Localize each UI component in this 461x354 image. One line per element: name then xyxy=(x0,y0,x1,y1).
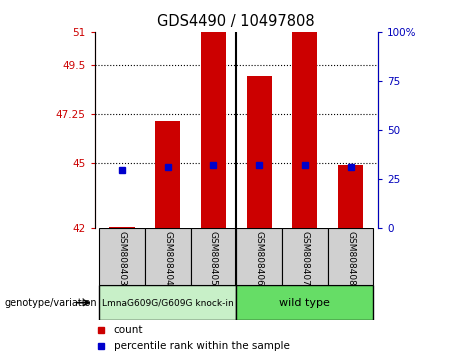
Text: wild type: wild type xyxy=(279,298,330,308)
Title: GDS4490 / 10497808: GDS4490 / 10497808 xyxy=(158,14,315,29)
Bar xyxy=(236,228,282,285)
Bar xyxy=(190,228,236,285)
Bar xyxy=(338,165,363,228)
Bar xyxy=(236,285,373,320)
Bar xyxy=(282,228,328,285)
Text: GSM808407: GSM808407 xyxy=(301,231,309,286)
Bar xyxy=(155,121,180,228)
Bar xyxy=(145,228,190,285)
Text: count: count xyxy=(114,325,143,335)
Text: GSM808404: GSM808404 xyxy=(163,231,172,286)
Bar xyxy=(99,285,236,320)
Text: genotype/variation: genotype/variation xyxy=(5,298,97,308)
Text: GSM808403: GSM808403 xyxy=(118,231,126,286)
Text: LmnaG609G/G609G knock-in: LmnaG609G/G609G knock-in xyxy=(102,298,234,307)
Text: percentile rank within the sample: percentile rank within the sample xyxy=(114,341,290,351)
Text: GSM808408: GSM808408 xyxy=(346,231,355,286)
Text: GSM808405: GSM808405 xyxy=(209,231,218,286)
Bar xyxy=(201,32,226,228)
Bar xyxy=(247,75,272,228)
Bar xyxy=(109,227,135,228)
Bar xyxy=(328,228,373,285)
Text: GSM808406: GSM808406 xyxy=(254,231,264,286)
Bar xyxy=(292,32,318,228)
Bar xyxy=(99,228,145,285)
